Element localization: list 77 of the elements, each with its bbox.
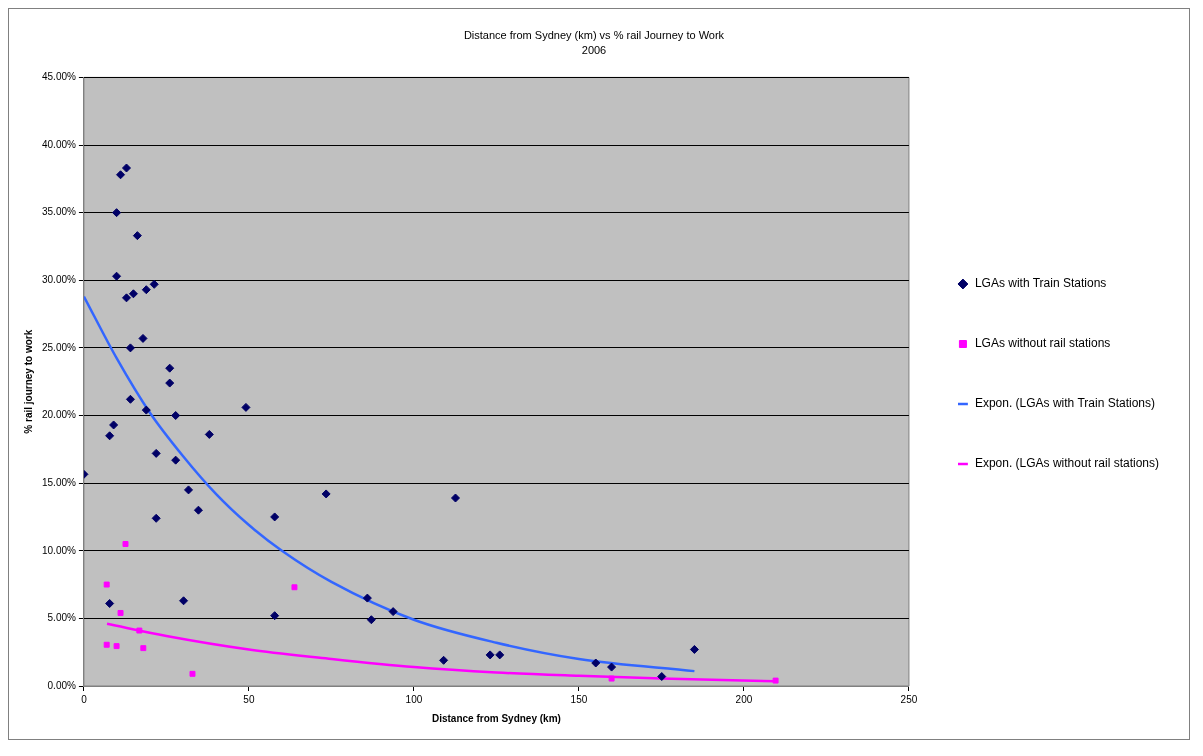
point (105, 431, 115, 441)
point (112, 208, 122, 218)
point (112, 271, 122, 281)
point (105, 599, 115, 608)
x-tick-label: 0 (81, 693, 88, 705)
point (171, 411, 181, 421)
x-tick-label: 150 (570, 693, 588, 705)
chart-subtitle: 2006 (581, 43, 607, 56)
y-tick-label: 25.00% (41, 341, 77, 353)
legend-label: Expon. (LGAs with Train Stations) (974, 396, 1155, 411)
point (103, 641, 110, 648)
y-tick-label: 35.00% (41, 206, 77, 218)
x-axis-title: Distance from Sydney (km) (431, 712, 561, 724)
point (140, 645, 147, 652)
x-tick-label: 100 (405, 693, 423, 705)
point (165, 378, 175, 388)
point (116, 170, 126, 180)
point (121, 163, 131, 173)
point (189, 670, 196, 677)
point (291, 584, 298, 591)
point (485, 650, 495, 660)
point (657, 672, 667, 682)
point (136, 627, 143, 634)
x-tick-label: 250 (900, 693, 918, 705)
y-tick-label: 20.00% (41, 409, 77, 421)
legend-label: LGAs without rail stations (974, 336, 1111, 351)
point (132, 231, 142, 241)
y-tick-label: 45.00% (41, 71, 77, 83)
point (608, 675, 615, 682)
y-tick-label: 15.00% (41, 476, 77, 488)
chart-title: Distance from Sydney (km) vs % rail Journey to Work (463, 28, 725, 41)
point (141, 285, 151, 295)
y-tick-label: 0.00% (47, 679, 77, 691)
point (193, 505, 203, 515)
point (270, 512, 280, 522)
point (184, 485, 194, 495)
point (141, 405, 151, 415)
line-series (83, 295, 696, 673)
point (321, 489, 331, 499)
point (772, 677, 779, 684)
point (204, 429, 214, 439)
point (495, 650, 505, 660)
legend-label: LGAs with Train Stations (974, 276, 1107, 291)
point (122, 541, 129, 547)
point (451, 493, 460, 503)
point (591, 658, 601, 668)
point (388, 607, 398, 617)
point (128, 289, 138, 299)
point (151, 513, 161, 523)
point (362, 593, 372, 603)
point (439, 655, 449, 665)
point (149, 279, 159, 289)
x-tick-label: 200 (735, 693, 753, 705)
point (270, 611, 280, 621)
point (607, 662, 617, 672)
point (103, 581, 110, 588)
y-tick-label: 5.00% (47, 612, 77, 624)
point (138, 333, 148, 343)
point (366, 615, 376, 625)
point (151, 448, 161, 458)
legend-label: Expon. (LGAs without rail stations) (974, 456, 1159, 471)
y-tick-label: 30.00% (41, 274, 77, 286)
point (241, 402, 251, 412)
point (165, 363, 175, 373)
point (121, 293, 131, 303)
y-axis-title: % rail journey to work (22, 329, 34, 434)
point (171, 455, 181, 465)
point (113, 643, 120, 650)
point (179, 596, 189, 606)
point (689, 644, 699, 654)
point (109, 420, 119, 430)
y-tick-label: 40.00% (41, 138, 77, 150)
point (125, 394, 135, 404)
x-tick-label: 50 (243, 693, 255, 705)
y-tick-label: 10.00% (41, 544, 77, 556)
point (117, 609, 124, 616)
point (125, 343, 135, 353)
